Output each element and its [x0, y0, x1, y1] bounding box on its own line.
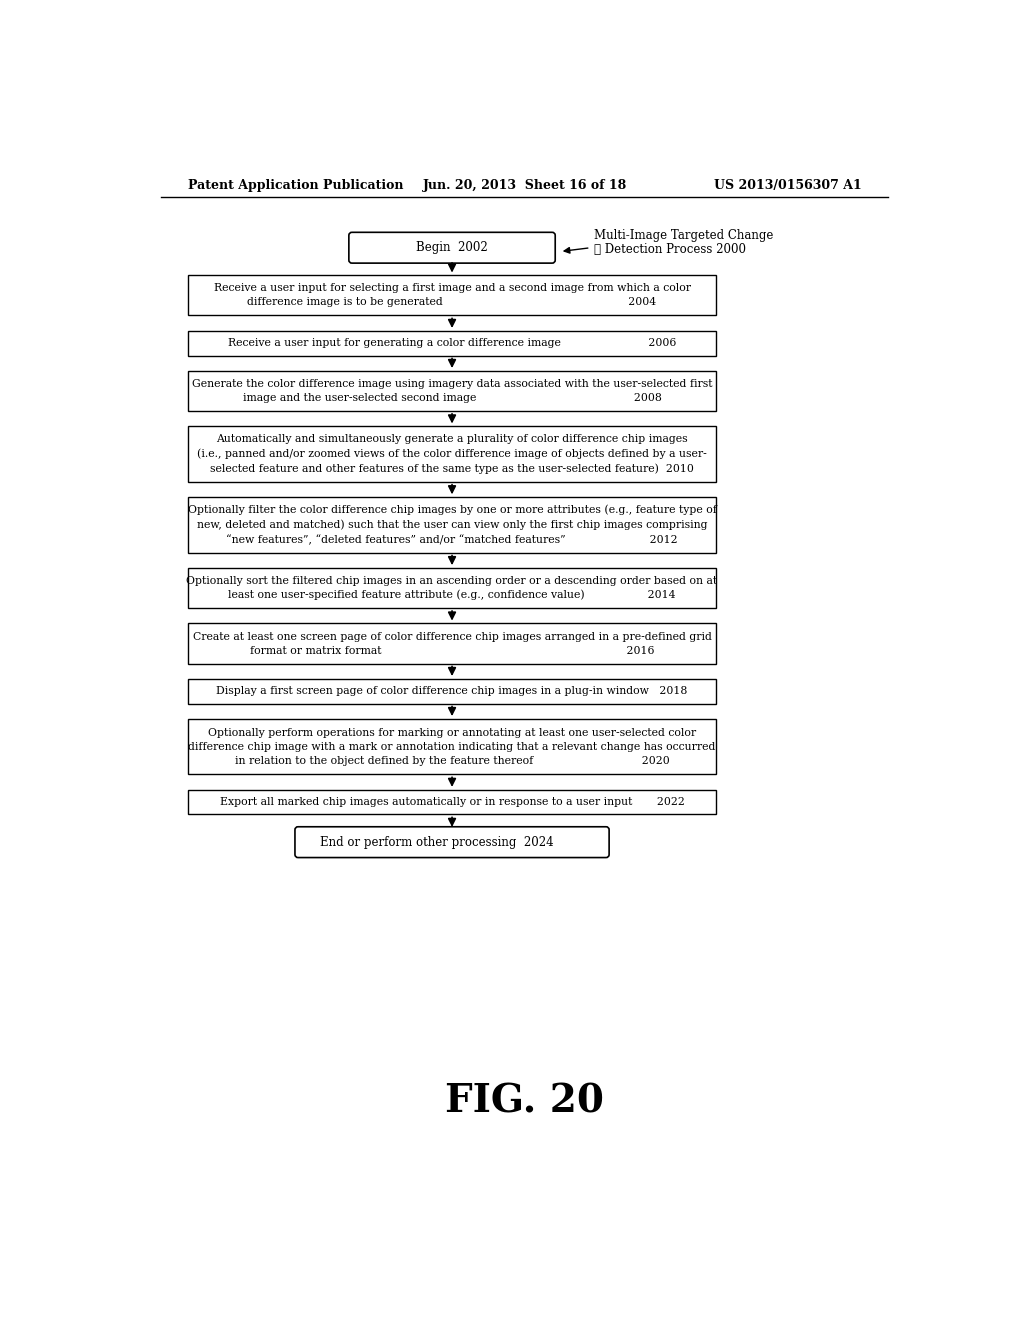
Text: Begin  2002: Begin 2002 — [416, 242, 487, 255]
Text: Generate the color difference image using imagery data associated with the user-: Generate the color difference image usin… — [191, 379, 713, 403]
Text: Jun. 20, 2013  Sheet 16 of 18: Jun. 20, 2013 Sheet 16 of 18 — [423, 178, 627, 191]
Bar — [188, 331, 716, 355]
Text: US 2013/0156307 A1: US 2013/0156307 A1 — [715, 178, 862, 191]
Text: Automatically and simultaneously generate a plurality of color difference chip i: Automatically and simultaneously generat… — [198, 434, 707, 474]
Bar — [188, 498, 716, 553]
Text: Multi-Image Targeted Change: Multi-Image Targeted Change — [595, 228, 774, 242]
Text: Receive a user input for selecting a first image and a second image from which a: Receive a user input for selecting a fir… — [214, 284, 690, 308]
Bar — [188, 371, 716, 411]
Text: Receive a user input for generating a color difference image                    : Receive a user input for generating a co… — [228, 338, 676, 348]
Bar — [188, 678, 716, 704]
Text: Create at least one screen page of color difference chip images arranged in a pr: Create at least one screen page of color… — [193, 631, 712, 656]
Text: ✓ Detection Process 2000: ✓ Detection Process 2000 — [595, 243, 746, 256]
Text: Optionally perform operations for marking or annotating at least one user-select: Optionally perform operations for markin… — [188, 727, 716, 766]
Text: Optionally filter the color difference chip images by one or more attributes (e.: Optionally filter the color difference c… — [187, 504, 717, 545]
Text: FIG. 20: FIG. 20 — [445, 1082, 604, 1121]
Text: Optionally sort the filtered chip images in an ascending order or a descending o: Optionally sort the filtered chip images… — [186, 576, 718, 601]
Bar — [188, 276, 716, 315]
Bar — [188, 719, 716, 775]
Bar — [188, 426, 716, 482]
Text: Display a first screen page of color difference chip images in a plug-in window : Display a first screen page of color dif… — [216, 686, 688, 696]
FancyBboxPatch shape — [349, 232, 555, 263]
FancyBboxPatch shape — [295, 826, 609, 858]
Text: End or perform other processing  2024: End or perform other processing 2024 — [319, 836, 553, 849]
Bar — [188, 789, 716, 814]
Text: Export all marked chip images automatically or in response to a user input      : Export all marked chip images automatica… — [219, 797, 684, 807]
Bar — [188, 623, 716, 664]
Text: Patent Application Publication: Patent Application Publication — [188, 178, 403, 191]
Bar — [188, 568, 716, 609]
